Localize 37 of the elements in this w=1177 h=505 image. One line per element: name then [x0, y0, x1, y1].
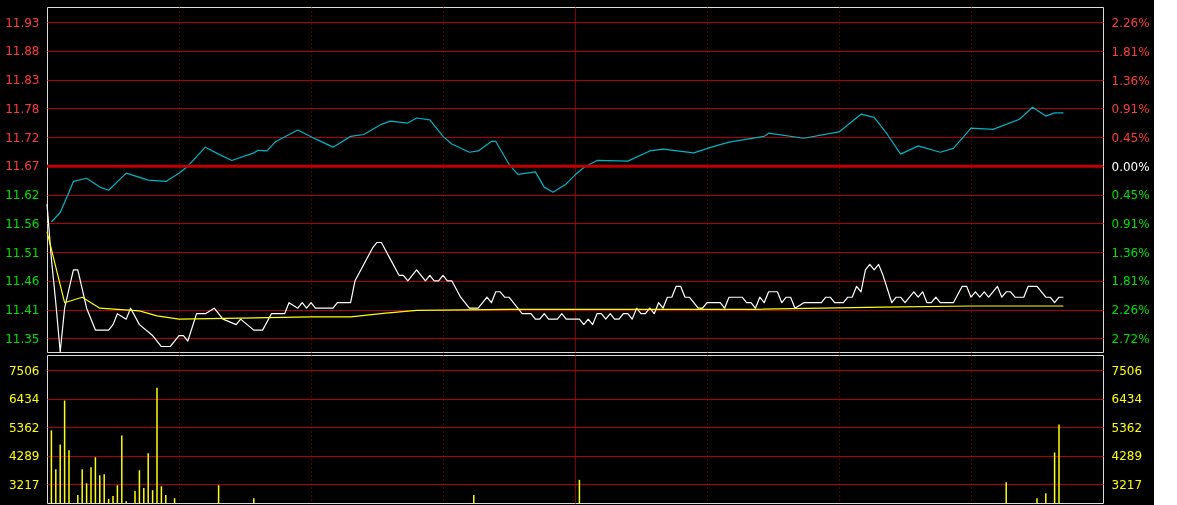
y-tick-label: 3217 [8, 477, 40, 492]
y-tick-label: 7506 [8, 363, 40, 378]
line-series [46, 203, 1064, 353]
y2-tick-label: 0.45% [1111, 188, 1150, 203]
y2-tick-label: 1.36% [1111, 245, 1150, 260]
y2-tick-label: 5362 [1111, 420, 1143, 435]
line-series [50, 106, 1064, 223]
y-tick-label: 11.83 [5, 73, 40, 88]
y2-tick-label: 1.36% [1111, 73, 1150, 88]
y2-tick-label: 2.72% [1111, 331, 1150, 346]
y-tick-label: 4289 [8, 449, 40, 464]
y2-tick-label: 0.91% [1111, 217, 1150, 232]
y-tick-label: 6434 [8, 392, 40, 407]
y2-tick-label: 7506 [1111, 363, 1143, 378]
y-tick-label: 11.46 [5, 274, 40, 289]
y2-tick-label: 4289 [1111, 449, 1143, 464]
y2-tick-label: 0.45% [1111, 130, 1150, 145]
line-series [46, 230, 1064, 320]
y2-tick-label: 0.00% [1111, 159, 1150, 174]
y2-tick-label: 2.26% [1111, 16, 1150, 31]
y2-tick-label: 0.91% [1111, 102, 1150, 117]
y2-tick-label: 6434 [1111, 392, 1143, 407]
y2-tick-label: 1.81% [1111, 44, 1150, 59]
y-tick-label: 11.72 [5, 130, 40, 145]
y-tick-label: 11.93 [5, 15, 40, 30]
y-tick-label: 11.62 [5, 188, 40, 203]
y-tick-label: 11.51 [5, 245, 40, 260]
y-tick-label: 11.41 [5, 303, 40, 318]
y2-tick-label: 3217 [1111, 477, 1143, 492]
y2-tick-label: 2.26% [1111, 303, 1150, 318]
y-tick-label: 11.56 [5, 216, 40, 231]
y-tick-label: 11.67 [5, 159, 40, 174]
y-tick-label: 11.78 [5, 101, 40, 116]
y-tick-label: 11.35 [5, 331, 40, 346]
y-tick-label: 5362 [8, 420, 40, 435]
y2-tick-label: 1.81% [1111, 274, 1150, 289]
y-tick-label: 11.88 [5, 44, 40, 59]
